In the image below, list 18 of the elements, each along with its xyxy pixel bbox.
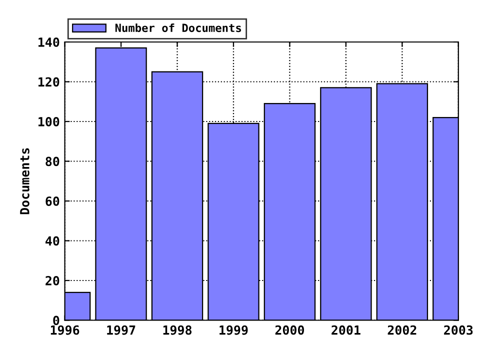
x-tick-label: 2000: [275, 325, 304, 335]
y-tick-label: 140: [38, 37, 60, 47]
y-tick-label: 60: [46, 196, 60, 206]
legend-label: Number of Documents: [115, 23, 241, 32]
x-tick-label: 1997: [107, 325, 136, 335]
y-axis-title: Documents: [20, 148, 30, 214]
x-tick-label: 1996: [50, 325, 80, 335]
x-tick-label: 1998: [163, 325, 192, 335]
y-tick-label: 40: [46, 236, 60, 246]
x-tick-label: 2003: [444, 325, 473, 335]
x-tick-label: 2002: [388, 325, 416, 335]
y-tick-label: 120: [38, 77, 60, 87]
x-tick-label: 1999: [220, 325, 248, 335]
y-tick-label: 20: [46, 276, 60, 286]
y-tick-label: 0: [53, 316, 60, 326]
y-tick-label: 100: [38, 116, 60, 126]
y-tick-label: 80: [46, 156, 60, 166]
x-tick-label: 2001: [332, 325, 360, 335]
